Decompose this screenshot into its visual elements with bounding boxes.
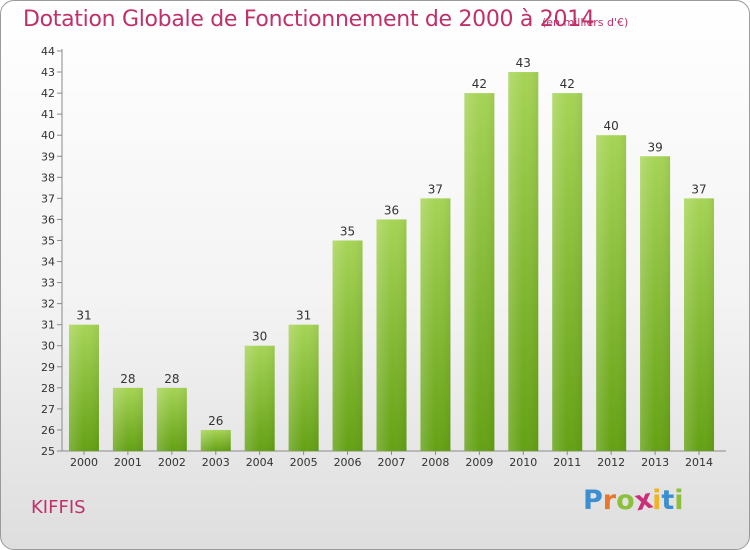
y-tick-label: 44 <box>41 45 55 58</box>
x-tick-label: 2014 <box>685 456 713 469</box>
bar-shading <box>508 72 539 451</box>
bar-value-label: 36 <box>384 203 399 217</box>
logo-letter: r <box>602 485 617 516</box>
data-labels: 31 28 28 26 30 31 35 36 37 42 43 42 40 39 37 <box>76 56 706 428</box>
y-tick-label: 34 <box>41 256 55 269</box>
bar-value-label: 37 <box>428 182 443 196</box>
y-tick-label: 40 <box>41 129 55 142</box>
bar-value-label: 42 <box>472 77 487 91</box>
bar-shading <box>68 324 99 451</box>
y-tick-label: 31 <box>41 319 55 332</box>
bar-value-label: 43 <box>516 56 531 70</box>
x-tick-label: 2002 <box>158 456 186 469</box>
bar-value-label: 40 <box>604 119 619 133</box>
x-tick-label: 2000 <box>70 456 98 469</box>
y-tick-label: 30 <box>41 340 55 353</box>
y-tick-label: 33 <box>41 277 55 290</box>
bar-shading <box>156 387 187 451</box>
proxiti-logo[interactable]: Proxiti <box>583 484 684 518</box>
bar-shading <box>200 429 231 451</box>
y-tick-label: 38 <box>41 171 55 184</box>
x-tick-label: 2010 <box>509 456 537 469</box>
y-tick-label: 42 <box>41 87 55 100</box>
chart-title: Dotation Globale de Fonctionnement de 20… <box>23 7 595 32</box>
bar-value-label: 31 <box>296 309 311 323</box>
x-tick-label: 2007 <box>378 456 406 469</box>
x-tick-label: 2003 <box>202 456 230 469</box>
y-tick-label: 37 <box>41 192 55 205</box>
x-tick-label: 2005 <box>290 456 318 469</box>
logo-letter: t <box>661 485 675 516</box>
bar-shading <box>552 93 583 452</box>
chart-unit-label: (en milliers d'€) <box>542 16 629 29</box>
logo-letter: i <box>674 485 684 516</box>
bar-value-label: 26 <box>208 414 223 428</box>
bar-value-label: 28 <box>164 372 179 386</box>
x-tick-label: 2006 <box>334 456 362 469</box>
commune-name: KIFFIS <box>31 497 86 518</box>
x-tick-label: 2013 <box>641 456 669 469</box>
y-tick-label: 35 <box>41 234 55 247</box>
bar-shading <box>244 345 275 451</box>
x-axis: 2000 2001 2002 2003 2004 2005 2006 2007 2008 2009… <box>62 450 726 469</box>
y-tick-label: 32 <box>41 298 55 311</box>
logo-letter: i <box>652 485 662 516</box>
bar-shading <box>112 387 143 451</box>
y-tick-label: 29 <box>41 361 55 374</box>
x-tick-label: 2001 <box>114 456 142 469</box>
bar-shading <box>420 198 451 451</box>
bar-shading <box>640 156 671 451</box>
bar-value-label: 31 <box>76 309 91 323</box>
y-tick-label: 41 <box>41 108 55 121</box>
bar-shading <box>596 135 627 452</box>
y-tick-label: 27 <box>41 403 55 416</box>
y-tick-label: 39 <box>41 150 55 163</box>
bar-value-label: 42 <box>560 77 575 91</box>
x-tick-label: 2012 <box>597 456 625 469</box>
bar-shading <box>376 219 407 451</box>
y-axis: 25 26 27 28 29 30 31 32 33 34 35 36 37 38 39 40 41 42 43 44 <box>41 45 63 458</box>
y-tick-label: 36 <box>41 213 55 226</box>
x-tick-label: 2009 <box>465 456 493 469</box>
x-tick-label: 2011 <box>553 456 581 469</box>
bar-shading <box>288 324 319 451</box>
y-tick-label: 25 <box>41 445 55 458</box>
bar-shading <box>684 198 715 451</box>
x-tick-label: 2004 <box>246 456 274 469</box>
bar-value-label: 39 <box>647 140 662 154</box>
bar-shading <box>464 93 495 452</box>
bar-value-label: 28 <box>120 372 135 386</box>
bar-series <box>68 72 715 452</box>
bar-shading <box>332 240 363 451</box>
y-tick-label: 43 <box>41 66 55 79</box>
y-tick-label: 26 <box>41 424 55 437</box>
y-tick-label: 28 <box>41 382 55 395</box>
bar-value-label: 37 <box>691 182 706 196</box>
x-tick-label: 2008 <box>421 456 449 469</box>
bar-value-label: 35 <box>340 224 355 238</box>
logo-letter: P <box>583 485 603 516</box>
bar-value-label: 30 <box>252 330 267 344</box>
logo-letter: o <box>616 485 635 516</box>
